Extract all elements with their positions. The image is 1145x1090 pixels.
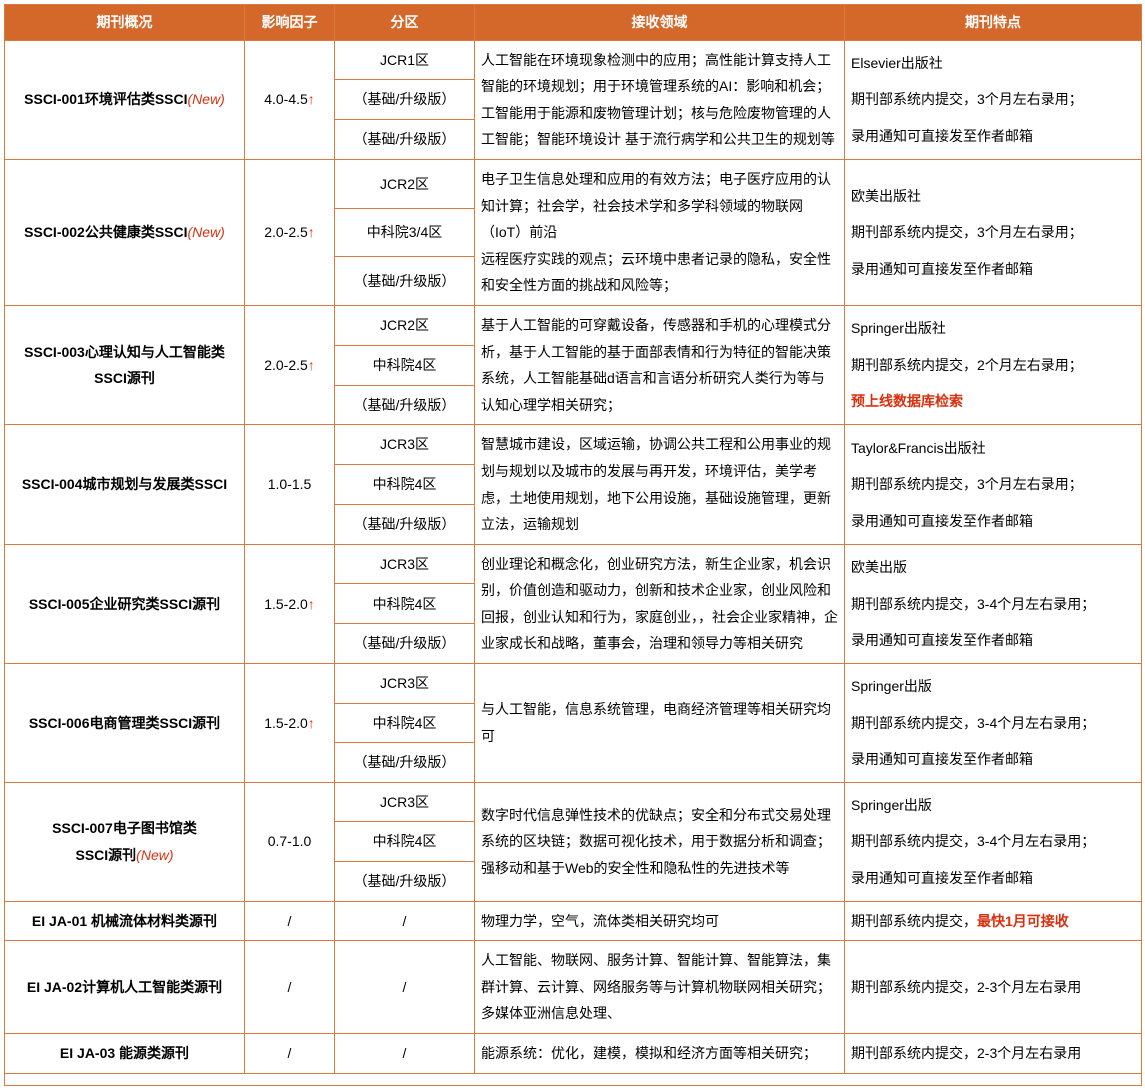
impact-factor-cell: / [245, 941, 335, 1034]
domain-cell: 与人工智能，信息系统管理，电商经济管理等相关研究均可 [475, 664, 845, 783]
journal-name-cell: SSCI-004城市规划与发展类SSCI [5, 425, 245, 544]
feature-cell: 期刊部系统内提交，最快1月可接收 [845, 901, 1142, 941]
journal-name-cell: SSCI-007电子图书馆类SSCI源刊(New) [5, 782, 245, 901]
impact-factor-cell: 1.0-1.5 [245, 425, 335, 544]
feature-cell: Taylor&Francis出版社期刊部系统内提交，3个月左右录用；录用通知可直… [845, 425, 1142, 544]
impact-factor-cell: 1.5-2.0↑ [245, 664, 335, 783]
feature-cell: 欧美出版社期刊部系统内提交，3个月左右录用；录用通知可直接发至作者邮箱 [845, 159, 1142, 305]
header-zone: 分区 [335, 5, 475, 41]
zone-cell: JCR3区 [335, 544, 475, 584]
journal-name-cell: SSCI-002公共健康类SSCI(New) [5, 159, 245, 305]
domain-cell: 人工智能、物联网、服务计算、智能计算、智能算法，集群计算、云计算、网络服务等与计… [475, 941, 845, 1034]
feature-cell: 期刊部系统内提交，2-3个月左右录用 [845, 1034, 1142, 1074]
zone-cell: 中科院3/4区 [335, 208, 475, 257]
table-row: SSCI-003心理认知与人工智能类SSCI源刊2.0-2.5↑JCR2区基于人… [5, 305, 1142, 345]
zone-cell: / [335, 901, 475, 941]
journal-name-cell: SSCI-006电商管理类SSCI源刊 [5, 664, 245, 783]
zone-cell: / [335, 941, 475, 1034]
zone-cell: （基础/升级版） [335, 385, 475, 425]
zone-cell: 中科院4区 [335, 822, 475, 862]
domain-cell: 基于人工智能的可穿戴设备，传感器和手机的心理模式分析，基于人工智能的基于面部表情… [475, 305, 845, 424]
impact-factor-cell: / [245, 1034, 335, 1074]
feature-cell: Springer出版期刊部系统内提交，3-4个月左右录用；录用通知可直接发至作者… [845, 664, 1142, 783]
table-row: SSCI-005企业研究类SSCI源刊1.5-2.0↑JCR3区创业理论和概念化… [5, 544, 1142, 584]
journal-name-cell: SSCI-003心理认知与人工智能类SSCI源刊 [5, 305, 245, 424]
domain-cell: 电子卫生信息处理和应用的有效方法；电子医疗应用的认知计算；社会学，社会技术学和多… [475, 159, 845, 305]
impact-factor-cell: 0.7-1.0 [245, 782, 335, 901]
domain-cell: 创业理论和概念化，创业研究方法，新生企业家，机会识别，价值创造和驱动力，创新和技… [475, 544, 845, 663]
feature-cell: Springer出版期刊部系统内提交，3-4个月左右录用；录用通知可直接发至作者… [845, 782, 1142, 901]
zone-cell: / [335, 1034, 475, 1074]
zone-cell: （基础/升级版） [335, 504, 475, 544]
zone-cell: 中科院4区 [335, 465, 475, 505]
table-row: EI JA-02计算机人工智能类源刊//人工智能、物联网、服务计算、智能计算、智… [5, 941, 1142, 1034]
impact-factor-cell: 2.0-2.5↑ [245, 305, 335, 424]
table-row: SSCI-006电商管理类SSCI源刊1.5-2.0↑JCR3区与人工智能，信息… [5, 664, 1142, 704]
impact-factor-cell: 4.0-4.5↑ [245, 40, 335, 159]
zone-cell: （基础/升级版） [335, 862, 475, 902]
journal-table: 期刊概况 影响因子 分区 接收领域 期刊特点 SSCI-001环境评估类SSCI… [4, 4, 1142, 1086]
table-row: SSCI-002公共健康类SSCI(New)2.0-2.5↑JCR2区电子卫生信… [5, 159, 1142, 208]
zone-cell: 中科院4区 [335, 703, 475, 743]
zone-cell: JCR2区 [335, 305, 475, 345]
table-row: SSCI-007电子图书馆类SSCI源刊(New)0.7-1.0JCR3区数字时… [5, 782, 1142, 822]
zone-cell: JCR1区 [335, 40, 475, 80]
zone-cell: JCR3区 [335, 782, 475, 822]
table-row: SSCI-004城市规划与发展类SSCI1.0-1.5JCR3区智慧城市建设，区… [5, 425, 1142, 465]
zone-cell: JCR3区 [335, 425, 475, 465]
domain-cell: 能源系统：优化，建模，模拟和经济方面等相关研究； [475, 1034, 845, 1074]
domain-cell: 数字时代信息弹性技术的优缺点；安全和分布式交易处理系统的区块链；数据可视化技术，… [475, 782, 845, 901]
table-row: EI JA-03 能源类源刊//能源系统：优化，建模，模拟和经济方面等相关研究；… [5, 1034, 1142, 1074]
feature-cell: Springer出版社期刊部系统内提交，2个月左右录用；预上线数据库检索 [845, 305, 1142, 424]
empty-row [5, 1073, 1142, 1085]
journal-name-cell: SSCI-001环境评估类SSCI(New) [5, 40, 245, 159]
domain-cell: 物理力学，空气，流体类相关研究均可 [475, 901, 845, 941]
table-row: EI JA-01 机械流体材料类源刊//物理力学，空气，流体类相关研究均可期刊部… [5, 901, 1142, 941]
empty-cell [5, 1073, 1142, 1085]
zone-cell: JCR2区 [335, 159, 475, 208]
feature-cell: 欧美出版期刊部系统内提交，3-4个月左右录用；录用通知可直接发至作者邮箱 [845, 544, 1142, 663]
table-row: SSCI-001环境评估类SSCI(New)4.0-4.5↑JCR1区人工智能在… [5, 40, 1142, 80]
zone-cell: 中科院4区 [335, 345, 475, 385]
journal-name-cell: EI JA-02计算机人工智能类源刊 [5, 941, 245, 1034]
domain-cell: 人工智能在环境现象检测中的应用；高性能计算支持人工智能的环境规划；用于环境管理系… [475, 40, 845, 159]
header-domain: 接收领域 [475, 5, 845, 41]
domain-cell: 智慧城市建设，区域运输，协调公共工程和公用事业的规划与规划以及城市的发展与再开发… [475, 425, 845, 544]
table-body: SSCI-001环境评估类SSCI(New)4.0-4.5↑JCR1区人工智能在… [5, 40, 1142, 1085]
header-impact: 影响因子 [245, 5, 335, 41]
zone-cell: （基础/升级版） [335, 624, 475, 664]
journal-name-cell: EI JA-01 机械流体材料类源刊 [5, 901, 245, 941]
zone-cell: 中科院4区 [335, 584, 475, 624]
zone-cell: （基础/升级版） [335, 80, 475, 120]
zone-cell: （基础/升级版） [335, 120, 475, 160]
header-row: 期刊概况 影响因子 分区 接收领域 期刊特点 [5, 5, 1142, 41]
journal-name-cell: EI JA-03 能源类源刊 [5, 1034, 245, 1074]
impact-factor-cell: 2.0-2.5↑ [245, 159, 335, 305]
feature-cell: 期刊部系统内提交，2-3个月左右录用 [845, 941, 1142, 1034]
impact-factor-cell: / [245, 901, 335, 941]
header-feature: 期刊特点 [845, 5, 1142, 41]
feature-cell: Elsevier出版社期刊部系统内提交，3个月左右录用；录用通知可直接发至作者邮… [845, 40, 1142, 159]
journal-name-cell: SSCI-005企业研究类SSCI源刊 [5, 544, 245, 663]
impact-factor-cell: 1.5-2.0↑ [245, 544, 335, 663]
header-overview: 期刊概况 [5, 5, 245, 41]
zone-cell: JCR3区 [335, 664, 475, 704]
zone-cell: （基础/升级版） [335, 257, 475, 306]
zone-cell: （基础/升级版） [335, 743, 475, 783]
